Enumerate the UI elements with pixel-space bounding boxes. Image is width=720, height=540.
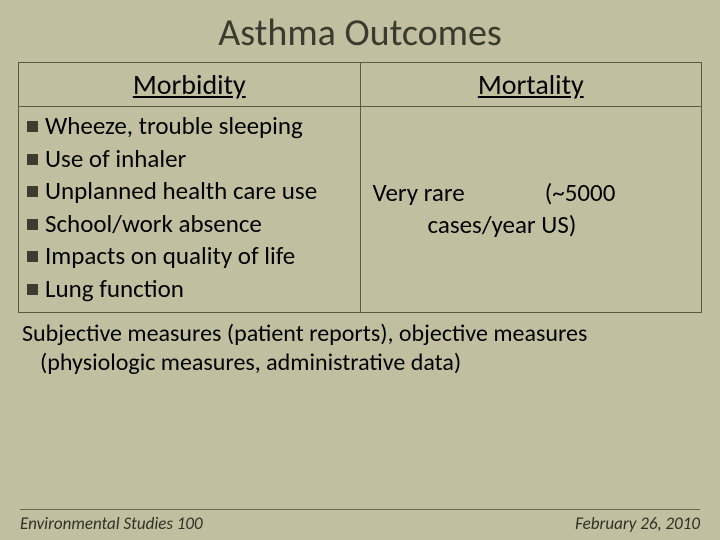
mortality-count-b: cases/year US)	[428, 209, 577, 240]
footer-divider	[20, 509, 700, 510]
footer-left: Environmental Studies 100	[20, 513, 203, 534]
mortality-text: Very rare (~5000 cases/year US)	[369, 177, 694, 240]
list-item-text: Use of inhaler	[45, 144, 186, 175]
footnote-text: Subjective measures (patient reports), o…	[18, 313, 720, 378]
list-item: School/work absence	[27, 209, 352, 240]
mortality-count-a: (~5000	[545, 177, 616, 208]
list-item: Use of inhaler	[27, 144, 352, 175]
square-bullet-icon	[27, 251, 38, 262]
list-item-text: Impacts on quality of life	[45, 241, 295, 272]
morbidity-cell: Wheeze, trouble sleeping Use of inhaler …	[19, 107, 361, 313]
square-bullet-icon	[27, 284, 38, 295]
list-item: Unplanned health care use	[27, 176, 352, 207]
mortality-cell: Very rare (~5000 cases/year US)	[360, 107, 702, 313]
square-bullet-icon	[27, 121, 38, 132]
list-item-text: School/work absence	[45, 209, 262, 240]
table-header-row: Morbidity Mortality	[19, 63, 702, 107]
header-morbidity: Morbidity	[19, 63, 361, 107]
list-item-text: Unplanned health care use	[45, 176, 317, 207]
header-mortality: Mortality	[360, 63, 702, 107]
square-bullet-icon	[27, 154, 38, 165]
footer-right: February 26, 2010	[575, 513, 700, 534]
mortality-rare: Very rare	[373, 177, 465, 208]
list-item: Impacts on quality of life	[27, 241, 352, 272]
comparison-table: Morbidity Mortality Wheeze, trouble slee…	[18, 62, 702, 313]
square-bullet-icon	[27, 186, 38, 197]
list-item-text: Lung function	[45, 274, 184, 305]
list-item: Lung function	[27, 274, 352, 305]
comparison-table-wrap: Morbidity Mortality Wheeze, trouble slee…	[18, 62, 702, 313]
list-item-text: Wheeze, trouble sleeping	[45, 111, 303, 142]
square-bullet-icon	[27, 219, 38, 230]
table-body-row: Wheeze, trouble sleeping Use of inhaler …	[19, 107, 702, 313]
slide-title: Asthma Outcomes	[0, 0, 720, 62]
list-item: Wheeze, trouble sleeping	[27, 111, 352, 142]
